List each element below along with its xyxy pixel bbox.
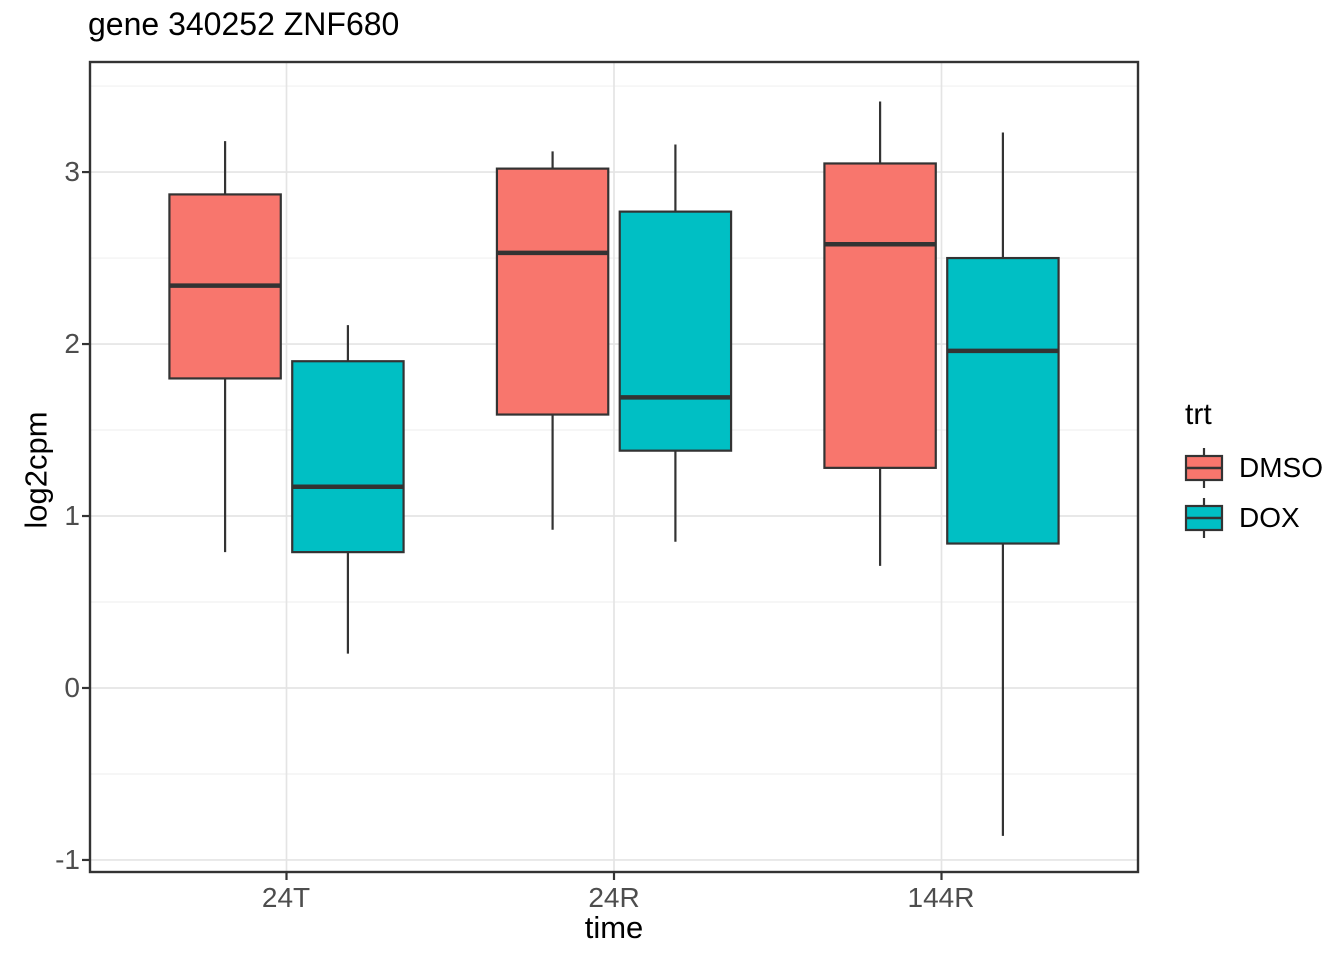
y-tick-label: 1 [64,500,80,531]
box-DMSO-24R [495,167,610,416]
x-tick-label: 24T [261,882,311,913]
legend-entry-dmso: DMSO [1183,446,1323,490]
y-tick-label: 3 [64,156,80,187]
boxplot-key-icon [1184,448,1224,488]
box-DOX-144R [946,256,1060,545]
x-axis-title: time [584,910,644,945]
legend-entry-dox: DOX [1183,496,1323,540]
chart-title: gene 340252 ZNF680 [88,6,400,42]
boxplot-key-icon [1184,498,1224,538]
y-tick-label: 2 [64,328,80,359]
x-tick-label: 24R [588,882,640,913]
y-tick-label: -1 [55,844,80,875]
legend-label: DMSO [1239,452,1323,483]
legend: trt DMSO DOX [1183,400,1323,546]
x-tick-label: 144R [907,882,975,913]
legend-label: DOX [1239,502,1300,533]
y-axis-title: log2cpm [18,411,54,529]
box-DOX-24R [618,210,733,452]
legend-title: trt [1185,398,1212,431]
box-DMSO-144R [823,162,937,469]
y-tick-label: 0 [64,672,80,703]
box-DOX-24T [291,360,405,554]
